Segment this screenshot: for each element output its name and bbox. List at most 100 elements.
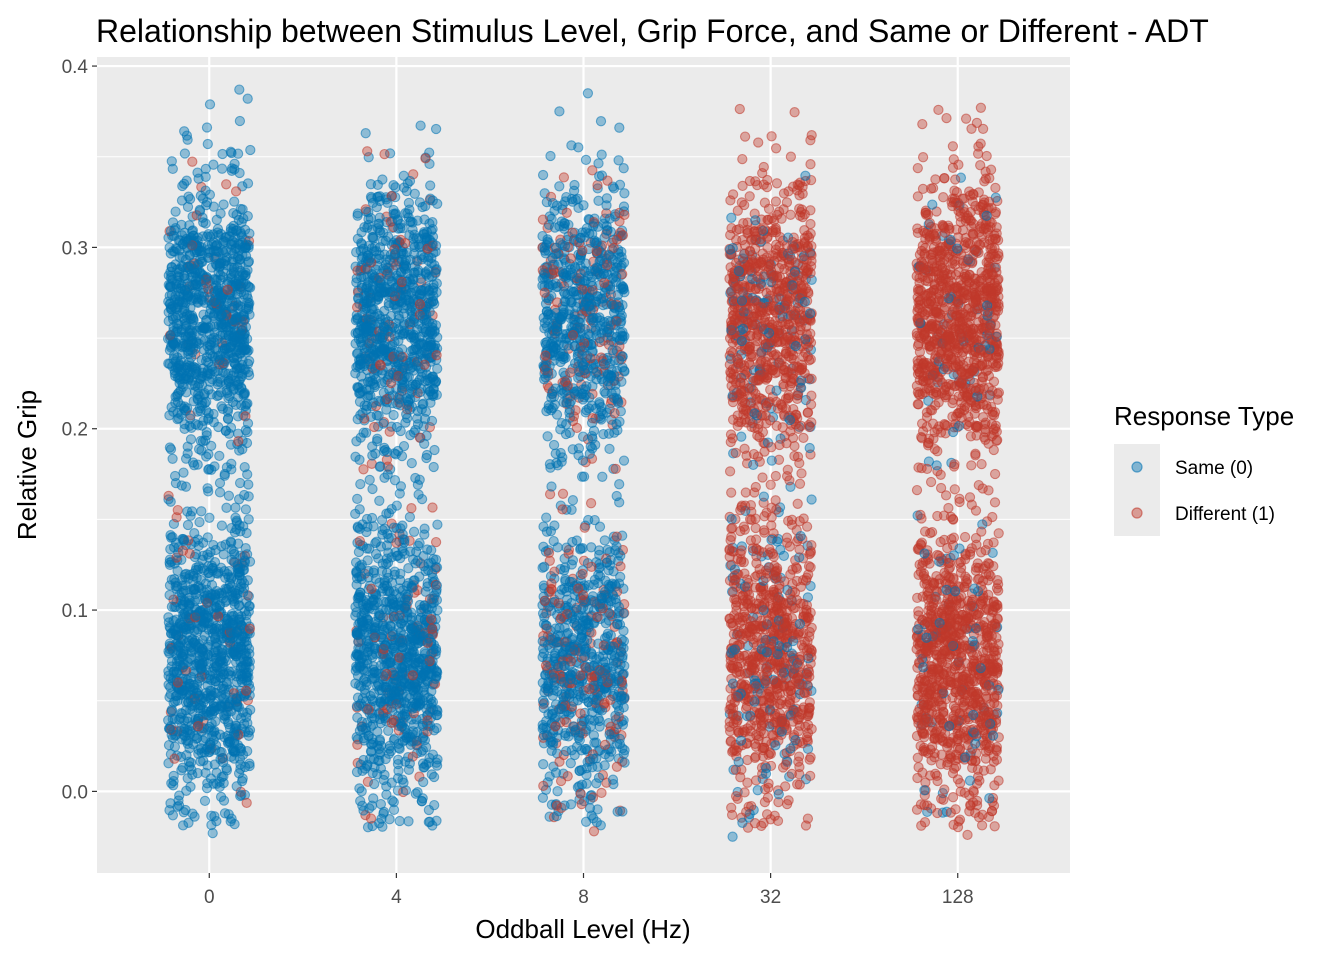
data-point: [770, 143, 782, 154]
data-point: [783, 186, 794, 197]
data-point: [421, 452, 432, 464]
data-point: [993, 528, 1004, 539]
data-point: [975, 138, 986, 149]
data-point: [981, 150, 992, 162]
data-point: [241, 797, 252, 809]
data-point: [432, 519, 443, 530]
data-point: [947, 141, 959, 152]
data-point: [724, 466, 736, 477]
data-point: [538, 759, 549, 770]
data-point: [960, 113, 972, 124]
data-point: [390, 182, 401, 193]
data-point: [566, 504, 577, 515]
data-point: [216, 163, 228, 174]
data-point: [802, 407, 813, 419]
data-point: [412, 419, 424, 430]
data-point: [374, 495, 385, 506]
data-point: [792, 498, 803, 509]
data-point: [430, 536, 442, 548]
data-point: [415, 120, 426, 131]
data-point: [615, 561, 626, 572]
data-point: [240, 504, 252, 515]
data-point: [592, 179, 603, 191]
data-point: [770, 224, 781, 236]
data-point: [428, 461, 439, 473]
data-point: [182, 519, 194, 531]
data-point: [935, 482, 947, 494]
data-point: [352, 210, 363, 221]
data-point: [806, 622, 817, 633]
data-point: [932, 446, 943, 457]
data-point: [167, 453, 178, 464]
data-point: [397, 774, 408, 785]
data-point: [933, 104, 944, 116]
data-point: [362, 822, 374, 833]
chart-title: Relationship between Stimulus Level, Gri…: [96, 13, 1209, 49]
data-point: [966, 460, 977, 471]
data-point: [558, 172, 570, 183]
data-point: [204, 99, 216, 110]
data-point: [221, 179, 232, 190]
data-point: [187, 156, 198, 167]
data-point: [798, 432, 809, 444]
data-point: [611, 761, 623, 772]
data-point: [369, 421, 380, 433]
data-point: [917, 152, 929, 163]
data-point: [240, 543, 251, 554]
data-point: [205, 773, 217, 784]
data-point: [427, 217, 438, 228]
data-point: [204, 512, 215, 523]
data-point: [959, 531, 971, 543]
data-point: [554, 756, 565, 767]
data-point: [179, 148, 191, 159]
data-point: [215, 791, 227, 803]
data-point: [573, 443, 585, 454]
data-point: [802, 813, 814, 824]
data-point: [595, 116, 607, 127]
data-point: [388, 796, 399, 808]
data-point: [976, 458, 987, 470]
data-point: [912, 227, 924, 239]
data-point: [557, 488, 569, 499]
data-point: [244, 228, 255, 239]
data-point: [392, 758, 404, 770]
data-point: [614, 122, 625, 133]
data-point: [430, 123, 442, 135]
data-point: [423, 804, 435, 816]
data-point: [229, 196, 240, 207]
data-point: [911, 484, 923, 496]
data-point: [418, 776, 429, 788]
data-point: [408, 526, 420, 537]
data-point: [177, 820, 189, 831]
data-point: [619, 188, 630, 199]
data-point: [567, 495, 579, 506]
data-point: [243, 491, 254, 502]
data-point: [178, 178, 190, 190]
data-point: [590, 737, 602, 748]
points-layer: [162, 84, 1005, 842]
data-point: [577, 455, 589, 466]
data-point: [577, 431, 589, 442]
data-point: [364, 474, 375, 486]
data-point: [592, 804, 603, 815]
data-point: [179, 126, 190, 137]
data-point: [599, 386, 610, 397]
data-point: [925, 476, 937, 488]
data-point: [163, 612, 174, 623]
data-point: [232, 148, 244, 159]
data-point: [804, 754, 815, 765]
data-point: [216, 520, 228, 531]
data-point: [565, 367, 576, 378]
data-point: [406, 612, 418, 623]
data-point: [977, 123, 989, 135]
data-point: [736, 500, 748, 511]
data-point: [938, 192, 949, 203]
data-point: [416, 493, 428, 505]
data-point: [597, 471, 608, 482]
data-point: [542, 431, 553, 442]
data-point: [950, 174, 961, 185]
data-point: [358, 464, 369, 475]
data-point: [614, 479, 625, 490]
data-point: [919, 526, 931, 537]
